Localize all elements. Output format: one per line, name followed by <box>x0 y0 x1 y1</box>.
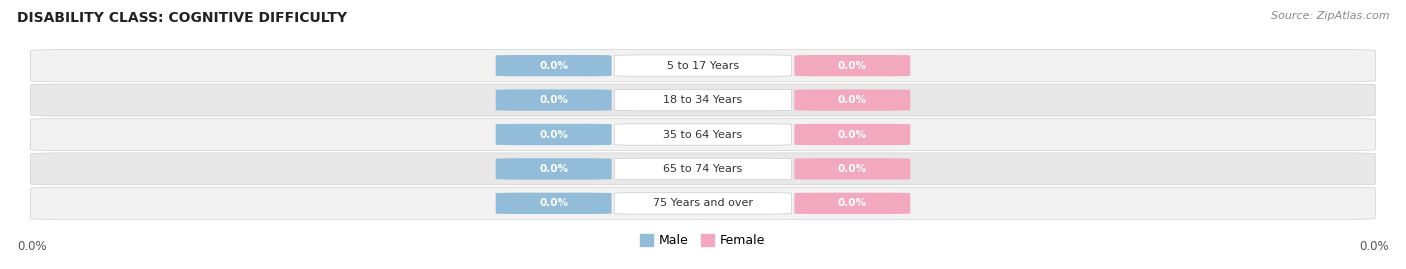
Text: 5 to 17 Years: 5 to 17 Years <box>666 61 740 71</box>
Text: 65 to 74 Years: 65 to 74 Years <box>664 164 742 174</box>
FancyBboxPatch shape <box>31 49 1375 82</box>
Legend: Male, Female: Male, Female <box>636 229 770 252</box>
Text: DISABILITY CLASS: COGNITIVE DIFFICULTY: DISABILITY CLASS: COGNITIVE DIFFICULTY <box>17 11 347 25</box>
Text: 75 Years and over: 75 Years and over <box>652 198 754 208</box>
Text: 0.0%: 0.0% <box>17 240 46 253</box>
Text: 35 to 64 Years: 35 to 64 Years <box>664 129 742 140</box>
FancyBboxPatch shape <box>496 158 612 180</box>
Text: 0.0%: 0.0% <box>538 164 568 174</box>
FancyBboxPatch shape <box>31 118 1375 151</box>
FancyBboxPatch shape <box>496 193 612 214</box>
FancyBboxPatch shape <box>496 55 612 76</box>
Text: 0.0%: 0.0% <box>838 95 868 105</box>
FancyBboxPatch shape <box>614 193 792 214</box>
Text: 0.0%: 0.0% <box>538 95 568 105</box>
Text: 0.0%: 0.0% <box>838 61 868 71</box>
Text: 0.0%: 0.0% <box>838 198 868 208</box>
Text: 0.0%: 0.0% <box>538 61 568 71</box>
FancyBboxPatch shape <box>31 153 1375 185</box>
FancyBboxPatch shape <box>614 124 792 145</box>
FancyBboxPatch shape <box>794 193 910 214</box>
FancyBboxPatch shape <box>496 124 612 145</box>
FancyBboxPatch shape <box>31 84 1375 116</box>
FancyBboxPatch shape <box>794 158 910 180</box>
FancyBboxPatch shape <box>496 89 612 111</box>
Text: 0.0%: 0.0% <box>838 164 868 174</box>
Text: Source: ZipAtlas.com: Source: ZipAtlas.com <box>1271 11 1389 21</box>
FancyBboxPatch shape <box>614 158 792 180</box>
Text: 0.0%: 0.0% <box>838 129 868 140</box>
FancyBboxPatch shape <box>794 124 910 145</box>
Text: 0.0%: 0.0% <box>1360 240 1389 253</box>
Text: 18 to 34 Years: 18 to 34 Years <box>664 95 742 105</box>
FancyBboxPatch shape <box>31 187 1375 220</box>
FancyBboxPatch shape <box>794 89 910 111</box>
Text: 0.0%: 0.0% <box>538 129 568 140</box>
FancyBboxPatch shape <box>794 55 910 76</box>
FancyBboxPatch shape <box>614 89 792 111</box>
FancyBboxPatch shape <box>614 55 792 76</box>
Text: 0.0%: 0.0% <box>538 198 568 208</box>
